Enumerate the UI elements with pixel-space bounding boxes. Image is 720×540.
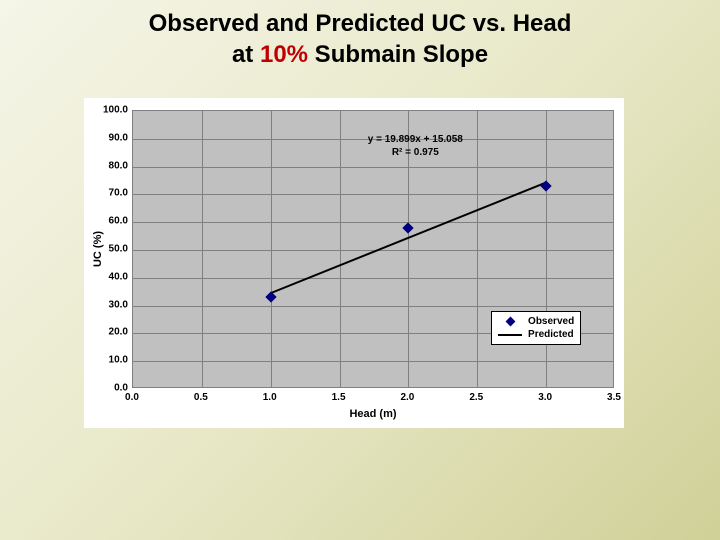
- grid-line-h: [133, 306, 613, 307]
- plot-area: y = 19.899x + 15.058R² = 0.975 Observed Pr…: [132, 110, 614, 388]
- equation-line1: y = 19.899x + 15.058: [368, 133, 463, 146]
- grid-line-v: [202, 111, 203, 387]
- title-line2-pre: at: [232, 41, 260, 68]
- legend-label-predicted: Predicted: [528, 329, 574, 340]
- regression-equation: y = 19.899x + 15.058R² = 0.975: [368, 133, 463, 159]
- grid-line-h: [133, 278, 613, 279]
- x-tick-label: 2.0: [392, 392, 422, 403]
- legend: Observed Predicted: [491, 311, 581, 345]
- y-tick-label: 20.0: [98, 327, 128, 338]
- legend-marker-diamond-icon: [498, 317, 522, 327]
- page-title: Observed and Predicted UC vs. Head at 10…: [0, 0, 720, 70]
- grid-line-h: [133, 167, 613, 168]
- y-tick-label: 60.0: [98, 216, 128, 227]
- legend-row-predicted: Predicted: [498, 328, 574, 341]
- y-tick-label: 30.0: [98, 299, 128, 310]
- x-tick-label: 3.5: [599, 392, 629, 403]
- y-axis-label: UC (%): [92, 231, 104, 267]
- observed-point: [403, 222, 414, 233]
- legend-marker-line-icon: [498, 330, 522, 340]
- y-tick-label: 100.0: [98, 105, 128, 116]
- x-axis-label: Head (m): [349, 408, 396, 420]
- grid-line-h: [133, 222, 613, 223]
- grid-line-v: [546, 111, 547, 387]
- legend-label-observed: Observed: [528, 316, 574, 327]
- grid-line-h: [133, 194, 613, 195]
- x-tick-label: 0.5: [186, 392, 216, 403]
- title-line2-red: 10%: [260, 41, 308, 68]
- x-tick-label: 3.0: [530, 392, 560, 403]
- observed-point: [265, 292, 276, 303]
- grid-line-v: [340, 111, 341, 387]
- x-tick-label: 2.5: [461, 392, 491, 403]
- grid-line-h: [133, 361, 613, 362]
- grid-line-v: [477, 111, 478, 387]
- equation-line2: R² = 0.975: [368, 146, 463, 159]
- y-tick-label: 10.0: [98, 355, 128, 366]
- title-line2-post: Submain Slope: [308, 41, 488, 68]
- legend-row-observed: Observed: [498, 315, 574, 328]
- title-line1: Observed and Predicted UC vs. Head: [149, 10, 572, 37]
- y-tick-label: 90.0: [98, 132, 128, 143]
- x-tick-label: 0.0: [117, 392, 147, 403]
- y-tick-label: 70.0: [98, 188, 128, 199]
- y-tick-label: 80.0: [98, 160, 128, 171]
- y-tick-label: 40.0: [98, 271, 128, 282]
- x-tick-label: 1.5: [324, 392, 354, 403]
- grid-line-v: [271, 111, 272, 387]
- x-tick-label: 1.0: [255, 392, 285, 403]
- chart-area: y = 19.899x + 15.058R² = 0.975 Observed Pr…: [84, 98, 624, 428]
